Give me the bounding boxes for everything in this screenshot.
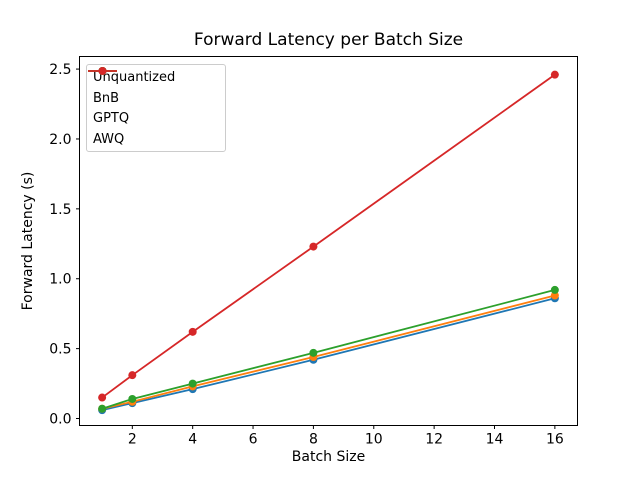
legend-label-awq: AWQ [93,131,125,147]
x-tick-label: 12 [425,432,443,448]
x-tick-label: 6 [249,432,258,448]
data-point-gptq [188,379,197,388]
legend-entry-bnb: BnB [88,67,225,109]
y-tick-label: 1.0 [49,272,71,288]
x-axis-label: Batch Size [291,449,366,465]
legend-entry-gptq: GPTQ [88,67,225,129]
y-axis-label: Forward Latency (s) [20,171,36,311]
legend-label-bnb: BnB [93,90,120,106]
legend-label-unquantized: Unquantized [93,69,176,85]
y-tick-label: 0.0 [49,412,71,428]
data-point-awq [309,242,318,251]
data-point-bnb [550,291,559,300]
legend-label-gptq: GPTQ [93,111,130,127]
x-tick-label: 2 [128,432,137,448]
data-point-gptq [128,394,137,403]
data-point-awq [188,327,197,336]
x-tick-label: 4 [188,432,197,448]
series-line-bnb [101,294,556,410]
y-tick-label: 2.0 [49,132,71,148]
y-tick-label: 1.5 [49,202,71,218]
data-point-gptq [309,348,318,357]
data-point-awq [98,393,107,402]
y-tick-label: 0.5 [49,342,71,358]
x-tick-label: 10 [365,432,383,448]
series-line-unquantized [101,297,556,412]
x-tick-label: 8 [309,432,318,448]
data-point-awq [128,371,137,380]
chart-title: Forward Latency per Batch Size [193,30,464,50]
data-point-gptq [550,285,559,294]
series-line-gptq [101,289,556,410]
legend-entry-awq: AWQ [88,67,225,150]
y-tick-label: 2.5 [49,62,71,78]
data-point-awq [550,70,559,79]
legend: Unquantized BnB GPTQ AWQ [86,64,226,152]
data-point-gptq [98,404,107,413]
x-tick-label: 14 [486,432,504,448]
plot-frame [79,56,578,426]
legend-marker-awq-icon [88,67,117,75]
x-tick-label: 16 [546,432,564,448]
